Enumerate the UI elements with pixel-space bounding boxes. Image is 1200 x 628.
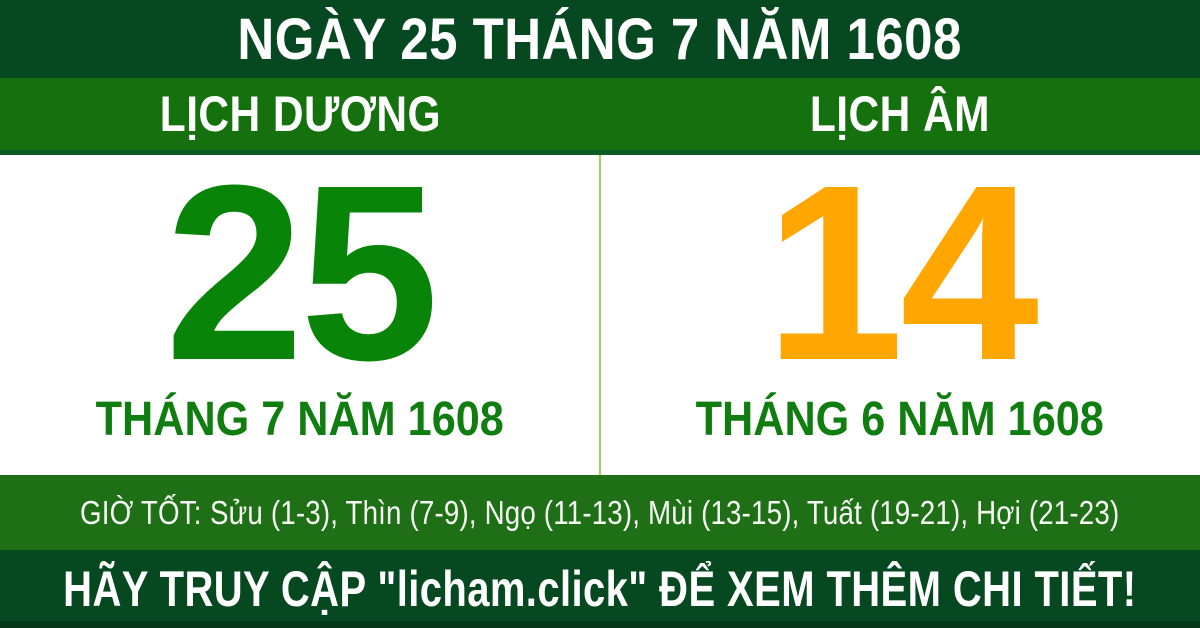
solar-day-number: 25	[164, 132, 439, 412]
date-header: NGÀY 25 THÁNG 7 NĂM 1608	[0, 0, 1200, 78]
solar-panel: 25 THÁNG 7 NĂM 1608	[0, 132, 600, 475]
lunar-day-number: 14	[764, 132, 1039, 412]
lunar-calendar-header: LỊCH ÂM	[600, 78, 1200, 150]
panel-divider	[599, 155, 601, 475]
footer-message: HÃY TRUY CẬP "licham.click" ĐỂ XEM THÊM …	[63, 561, 1137, 617]
solar-month-year: THÁNG 7 NĂM 1608	[95, 393, 505, 446]
good-hours-label: GIỜ TỐT:	[80, 493, 202, 531]
footer-banner: HÃY TRUY CẬP "licham.click" ĐỂ XEM THÊM …	[0, 550, 1200, 628]
calendar-type-row: LỊCH DƯƠNG LỊCH ÂM	[0, 78, 1200, 150]
lunar-month-year: THÁNG 6 NĂM 1608	[695, 393, 1105, 446]
good-hours-text: GIỜ TỐT: Sửu (1-3), Thìn (7-9), Ngọ (11-1…	[80, 494, 1119, 532]
lunar-panel: 14 THÁNG 6 NĂM 1608	[600, 132, 1200, 475]
lunar-calendar-label: LỊCH ÂM	[809, 86, 991, 142]
good-hours-bar: GIỜ TỐT: Sửu (1-3), Thìn (7-9), Ngọ (11-1…	[0, 475, 1200, 550]
calendar-panels: 25 THÁNG 7 NĂM 1608 14 THÁNG 6 NĂM 1608	[0, 132, 1200, 475]
footer-bottom-strip	[0, 621, 1200, 628]
good-hours-value: Sửu (1-3), Thìn (7-9), Ngọ (11-13), Mùi …	[210, 493, 1120, 531]
date-header-title: NGÀY 25 THÁNG 7 NĂM 1608	[237, 6, 963, 72]
solar-calendar-label: LỊCH DƯƠNG	[159, 86, 441, 142]
solar-calendar-header: LỊCH DƯƠNG	[0, 78, 600, 150]
